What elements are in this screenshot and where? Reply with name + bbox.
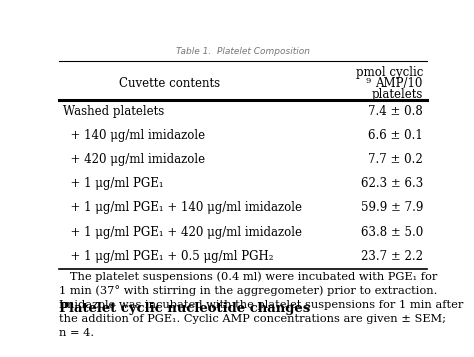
Text: + 1 μg/ml PGE₁ + 140 μg/ml imidazole: + 1 μg/ml PGE₁ + 140 μg/ml imidazole xyxy=(63,201,302,215)
Text: Cuvette contents: Cuvette contents xyxy=(119,77,220,90)
Text: 7.7 ± 0.2: 7.7 ± 0.2 xyxy=(368,153,423,166)
Text: + 420 μg/ml imidazole: + 420 μg/ml imidazole xyxy=(63,153,205,166)
Text: 6.6 ± 0.1: 6.6 ± 0.1 xyxy=(368,129,423,142)
Text: 9: 9 xyxy=(366,77,371,85)
Text: AMP/10: AMP/10 xyxy=(375,77,423,90)
Text: Table 1.  Platelet Composition: Table 1. Platelet Composition xyxy=(176,47,310,56)
Text: n = 4.: n = 4. xyxy=(59,328,94,338)
Text: 59.9 ± 7.9: 59.9 ± 7.9 xyxy=(361,201,423,215)
Text: Platelet cyclic nucleotide changes: Platelet cyclic nucleotide changes xyxy=(59,302,310,315)
Text: 62.3 ± 6.3: 62.3 ± 6.3 xyxy=(361,177,423,190)
Text: + 1 μg/ml PGE₁ + 0.5 μg/ml PGH₂: + 1 μg/ml PGE₁ + 0.5 μg/ml PGH₂ xyxy=(63,250,273,263)
Text: The platelet suspensions (0.4 ml) were incubated with PGE₁ for: The platelet suspensions (0.4 ml) were i… xyxy=(59,271,438,282)
Text: 7.4 ± 0.8: 7.4 ± 0.8 xyxy=(368,105,423,118)
Text: + 1 μg/ml PGE₁ + 420 μg/ml imidazole: + 1 μg/ml PGE₁ + 420 μg/ml imidazole xyxy=(63,226,302,238)
Text: Imidazole was incubated with the platelet suspensions for 1 min after: Imidazole was incubated with the platele… xyxy=(59,300,464,310)
Text: + 140 μg/ml imidazole: + 140 μg/ml imidazole xyxy=(63,129,205,142)
Text: 23.7 ± 2.2: 23.7 ± 2.2 xyxy=(361,250,423,263)
Text: pmol cyclic: pmol cyclic xyxy=(356,66,423,79)
Text: platelets: platelets xyxy=(372,88,423,101)
Text: Washed platelets: Washed platelets xyxy=(63,105,164,118)
Text: 63.8 ± 5.0: 63.8 ± 5.0 xyxy=(361,226,423,238)
Text: the addition of PGE₁. Cyclic AMP concentrations are given ± SEM;: the addition of PGE₁. Cyclic AMP concent… xyxy=(59,314,446,324)
Text: + 1 μg/ml PGE₁: + 1 μg/ml PGE₁ xyxy=(63,177,164,190)
Text: 1 min (37° with stirring in the aggregometer) prior to extraction.: 1 min (37° with stirring in the aggregom… xyxy=(59,286,438,296)
